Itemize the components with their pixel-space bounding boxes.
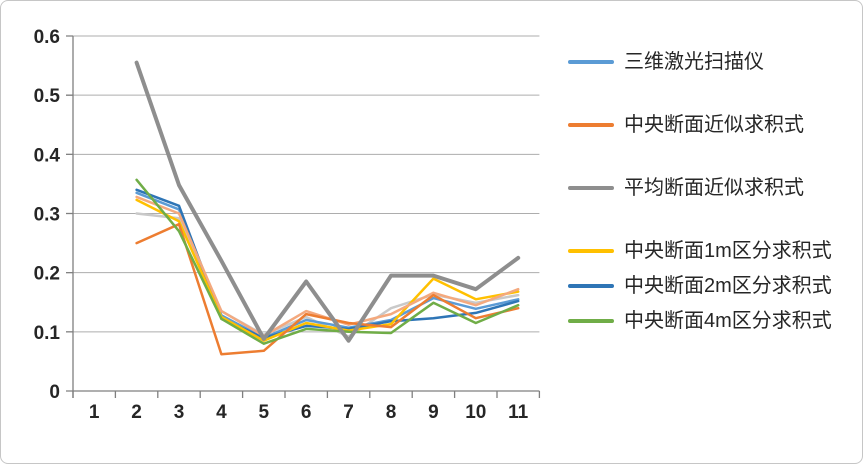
legend-item-0: 三维激光扫描仪 <box>568 49 858 75</box>
legend-item-5: 中央断面4m区分求积式 <box>568 308 858 334</box>
series-line-1 <box>135 222 520 356</box>
x-axis-tick-label: 1 <box>89 402 100 423</box>
legend-line-swatch <box>568 284 614 288</box>
y-axis-tick-label: 0.6 <box>34 27 60 48</box>
x-axis-tick-label: 10 <box>465 402 486 423</box>
x-axis-tick-label: 5 <box>259 402 270 423</box>
y-axis-tick-label: 0.5 <box>34 86 61 107</box>
x-axis-tick-label: 3 <box>174 402 185 423</box>
legend-label: 中央断面1m区分求积式 <box>624 240 832 262</box>
legend-item-1: 中央断面近似求积式 <box>568 112 858 138</box>
y-axis-tick-label: 0.2 <box>34 264 60 285</box>
legend-label: 中央断面近似求积式 <box>624 114 804 136</box>
series-line-2 <box>134 60 521 343</box>
x-axis-tick-label: 6 <box>301 402 312 423</box>
x-axis-tick-label: 2 <box>131 402 142 423</box>
x-axis-tick-label: 4 <box>216 402 227 423</box>
legend: 三维激光扫描仪中央断面近似求积式 平均断面近似求积式中央断面1m区分求积式 中央断面… <box>568 49 858 343</box>
legend-label: 中央断面4m区分求积式 <box>624 310 832 332</box>
legend-line-swatch <box>568 319 614 323</box>
legend-line-swatch <box>568 249 614 253</box>
legend-line-swatch <box>568 186 614 190</box>
y-axis-tick-label: 0.4 <box>34 145 61 166</box>
series-line-3 <box>135 198 520 342</box>
legend-item-3: 中央断面1m区分求积式 <box>568 238 858 264</box>
x-axis-tick-label: 8 <box>386 402 397 423</box>
y-axis-tick-label: 0 <box>49 382 60 403</box>
x-axis-tick-label: 7 <box>343 402 354 423</box>
legend-label: 平均断面近似求积式 <box>624 177 804 199</box>
x-axis-tick-label: 9 <box>428 402 439 423</box>
y-axis-tick-label: 0.1 <box>34 323 61 344</box>
line-chart: 0 0.1 0.2 0.3 0.4 0.5 0.6 1 2 3 4 5 6 7 8 9 10 11 <box>34 27 541 423</box>
legend-line-swatch <box>568 123 614 127</box>
series-line-5 <box>135 178 520 345</box>
legend-label: 三维激光扫描仪 <box>624 51 764 73</box>
legend-item-2: 平均断面近似求积式 <box>568 175 858 201</box>
legend-line-swatch <box>568 60 614 64</box>
x-axis-tick-label: 11 <box>508 402 529 423</box>
legend-item-4: 中央断面2m区分求积式 <box>568 273 858 299</box>
legend-label: 中央断面2m区分求积式 <box>624 275 832 297</box>
y-axis-tick-label: 0.3 <box>34 205 60 226</box>
